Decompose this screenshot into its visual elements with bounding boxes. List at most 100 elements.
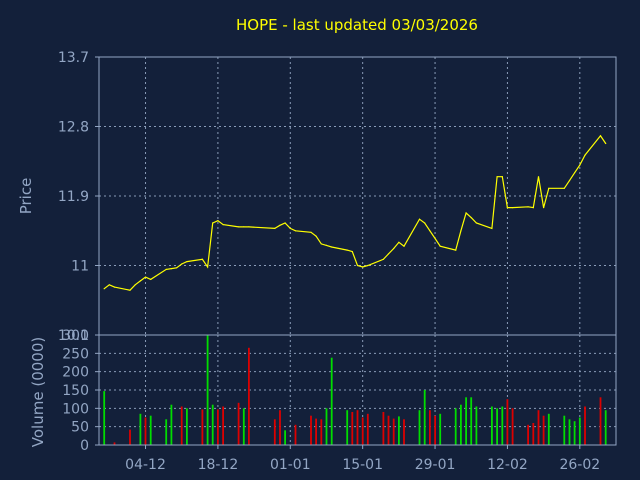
price-point (527, 206, 529, 208)
price-point (325, 244, 328, 246)
x-tick-label: 12-02 (487, 457, 528, 473)
volume-bar (222, 406, 224, 445)
volume-tick-label: 250 (62, 346, 89, 362)
volume-bar (201, 409, 204, 445)
price-point (207, 266, 209, 268)
price-point (201, 258, 203, 260)
volume-bar (392, 418, 395, 445)
price-point (496, 176, 498, 178)
volume-tick-label: 50 (71, 420, 89, 436)
price-point (170, 268, 172, 270)
price-point (176, 267, 178, 269)
x-tick-label: 29-01 (415, 457, 456, 473)
price-point (274, 227, 276, 229)
price-point (568, 180, 571, 182)
volume-bar (439, 413, 442, 445)
price-point (574, 172, 576, 174)
price-point (460, 230, 462, 232)
price-point (605, 142, 607, 145)
price-point (320, 243, 322, 245)
volume-bar (398, 416, 400, 445)
x-tick-label: 01-01 (270, 457, 311, 473)
price-point (398, 241, 400, 243)
price-point (217, 220, 219, 222)
volume-bar (310, 415, 312, 445)
volume-bar (103, 391, 106, 445)
volume-bar (351, 412, 354, 445)
price-point (491, 227, 493, 229)
volume-bar (361, 417, 364, 445)
price-tick-label: 12.8 (58, 120, 89, 136)
volume-bar (434, 415, 436, 445)
price-point (212, 222, 214, 224)
volume-bar (568, 419, 571, 445)
volume-bar (248, 347, 250, 445)
price-point (418, 218, 421, 220)
price-point (186, 261, 188, 263)
volume-bar (366, 413, 369, 445)
price-point (108, 284, 110, 286)
price-point (181, 263, 183, 265)
volume-bar (532, 423, 535, 445)
volume-tick-label: 100 (62, 401, 89, 417)
volume-bar (315, 418, 317, 445)
price-point (279, 224, 281, 226)
price-point (294, 230, 297, 232)
price-point (382, 258, 384, 260)
volume-tick-label: 200 (62, 365, 89, 381)
volume-bar (294, 424, 297, 445)
price-point (346, 249, 348, 251)
price-point (144, 276, 147, 278)
volume-bar (144, 417, 147, 445)
volume-frame (98, 334, 617, 446)
price-point (103, 288, 105, 290)
price-point (222, 224, 224, 226)
price-point (584, 154, 586, 156)
price-axis-label: Price (17, 178, 35, 215)
price-point (455, 249, 457, 251)
volume-axis-label: Volume (0000) (29, 337, 47, 447)
volume-bar (330, 357, 333, 445)
volume-bar (491, 406, 493, 445)
volume-tick-label: 0 (80, 438, 89, 454)
volume-bar (129, 429, 131, 445)
volume-bar (454, 408, 457, 445)
volume-bar (206, 335, 209, 445)
volume-bar (320, 419, 323, 445)
price-point (403, 245, 405, 247)
price-point (434, 237, 436, 240)
price-point (284, 222, 286, 224)
chart-title: HOPE - last updated 03/03/2026 (236, 16, 478, 34)
volume-bar (170, 404, 173, 445)
price-point (351, 251, 353, 253)
volume-bar (563, 415, 566, 445)
price-point (548, 187, 550, 189)
volume-bar (496, 408, 498, 445)
price-point (238, 226, 240, 228)
volume-bar (578, 417, 581, 445)
volume-tick-label: 150 (62, 383, 89, 399)
volume-bar (180, 406, 183, 445)
volume-bar (506, 399, 509, 445)
price-point (165, 268, 167, 270)
volume-bar (460, 404, 462, 445)
volume-bar (382, 412, 385, 445)
volume-bar (573, 421, 576, 445)
volume-bar (501, 406, 504, 445)
price-tick-label: 11 (71, 259, 89, 275)
price-point (511, 207, 514, 209)
volume-bar (186, 408, 188, 445)
volume-bar (211, 404, 214, 445)
volume-bar (423, 390, 426, 445)
volume-bar (346, 410, 349, 445)
x-tick-label: 15-01 (342, 457, 383, 473)
volume-bar (542, 415, 545, 445)
volume-panel: 300 250 200 150 100 50 0 Volume (0000) (29, 328, 617, 454)
volume-bar (527, 424, 529, 445)
volume-bar (325, 408, 328, 445)
price-point (424, 222, 426, 224)
price-point (543, 207, 545, 209)
volume-bar (139, 413, 142, 445)
